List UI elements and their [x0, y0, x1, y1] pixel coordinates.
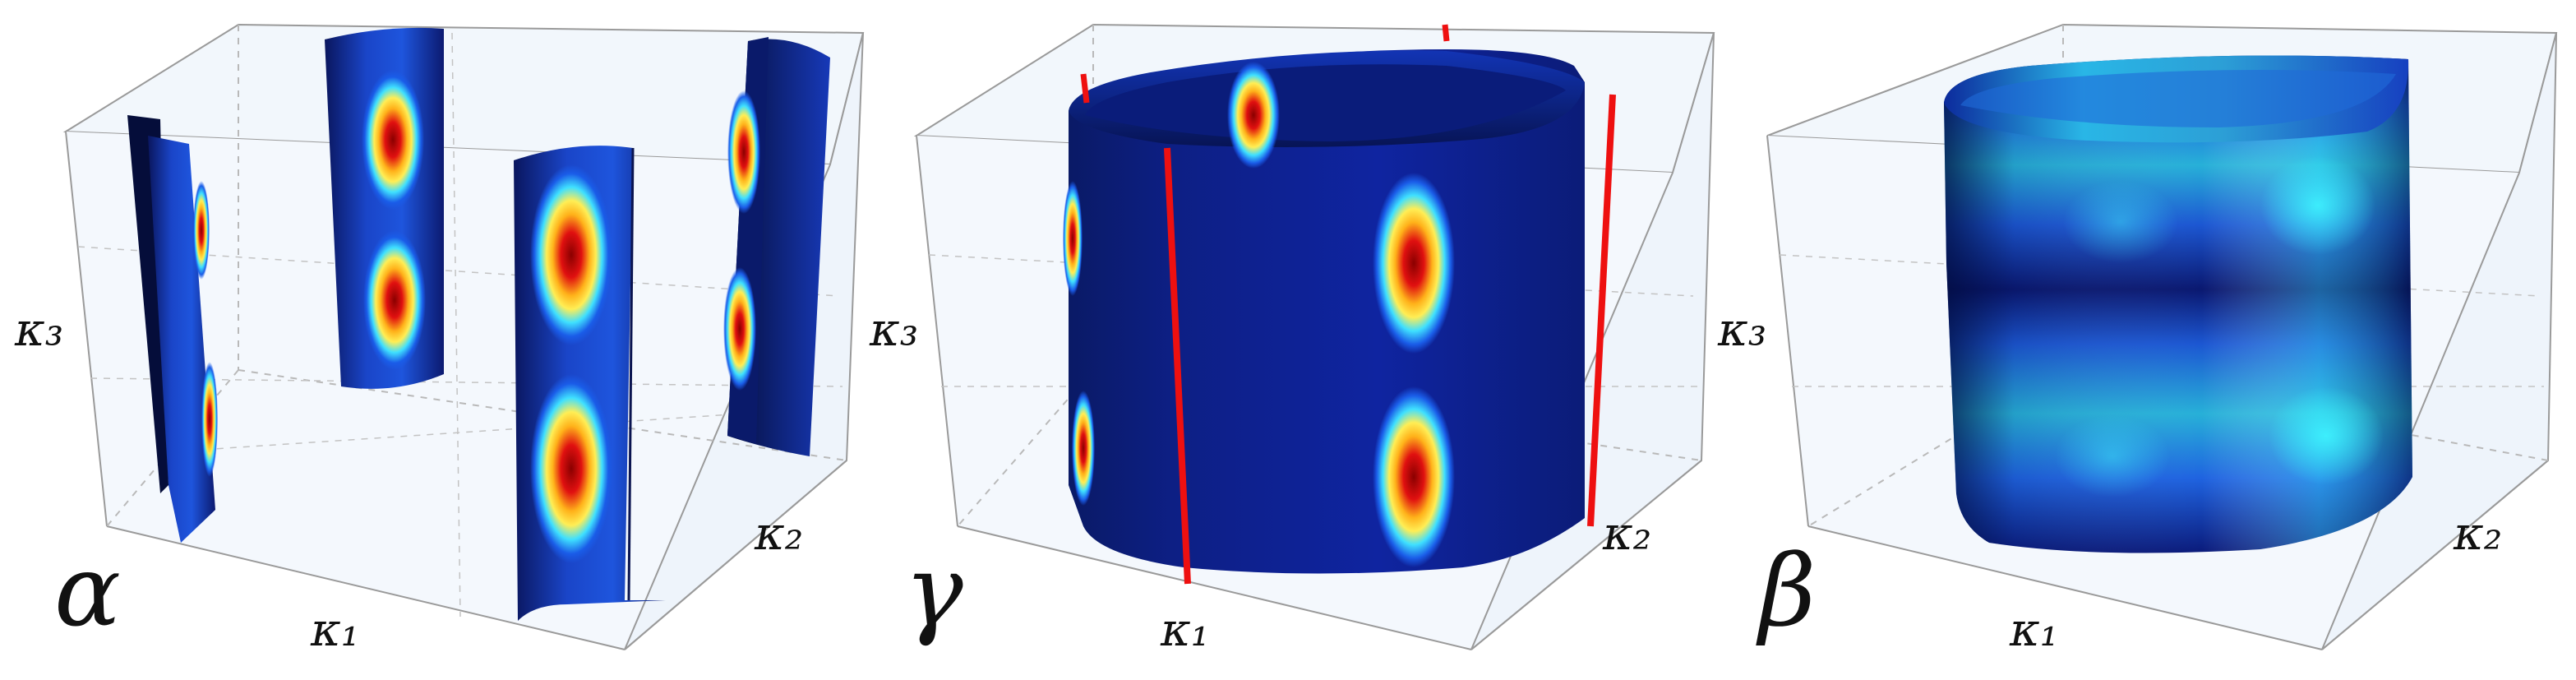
axis-label-k1: κ₁: [310, 604, 359, 657]
nodal-line-back-top: [1442, 24, 1450, 42]
fermi-surface-beta: [1944, 55, 2412, 553]
axis-label-k2: κ₂: [2453, 507, 2502, 561]
axis-label-k3: κ₃: [869, 303, 918, 357]
axis-label-k2: κ₂: [1602, 507, 1651, 561]
fermi-sheet-front: [514, 146, 666, 622]
fermi-sheet-left: [127, 115, 218, 543]
panel-beta: κ₃ κ₁ κ₂ β: [1717, 23, 2558, 657]
nodal-line-right: [1587, 94, 1616, 527]
axis-label-k1: κ₁: [2009, 604, 2058, 657]
nodal-line-front: [1164, 147, 1191, 585]
nodal-line-back-left: [1080, 73, 1090, 104]
panel-label-beta: β: [1756, 534, 1816, 649]
bounding-box: [62, 23, 865, 650]
fermi-sheet-back: [325, 27, 444, 389]
nodal-lines: [1080, 24, 1616, 585]
axis-label-k3: κ₃: [14, 303, 63, 357]
panel-gamma: κ₃ κ₁ κ₂ γ: [869, 23, 1715, 657]
panel-alpha: κ₃ κ₁ κ₂ α: [14, 23, 865, 657]
panel-label-alpha: α: [54, 534, 121, 649]
axis-label-k1: κ₁: [1160, 604, 1209, 657]
panel-label-gamma: γ: [904, 534, 963, 649]
axis-label-k2: κ₂: [754, 507, 803, 561]
fermi-sheet-right: [723, 37, 830, 456]
axis-label-k3: κ₃: [1717, 303, 1766, 357]
fermi-surface-gamma: [1063, 49, 1585, 574]
